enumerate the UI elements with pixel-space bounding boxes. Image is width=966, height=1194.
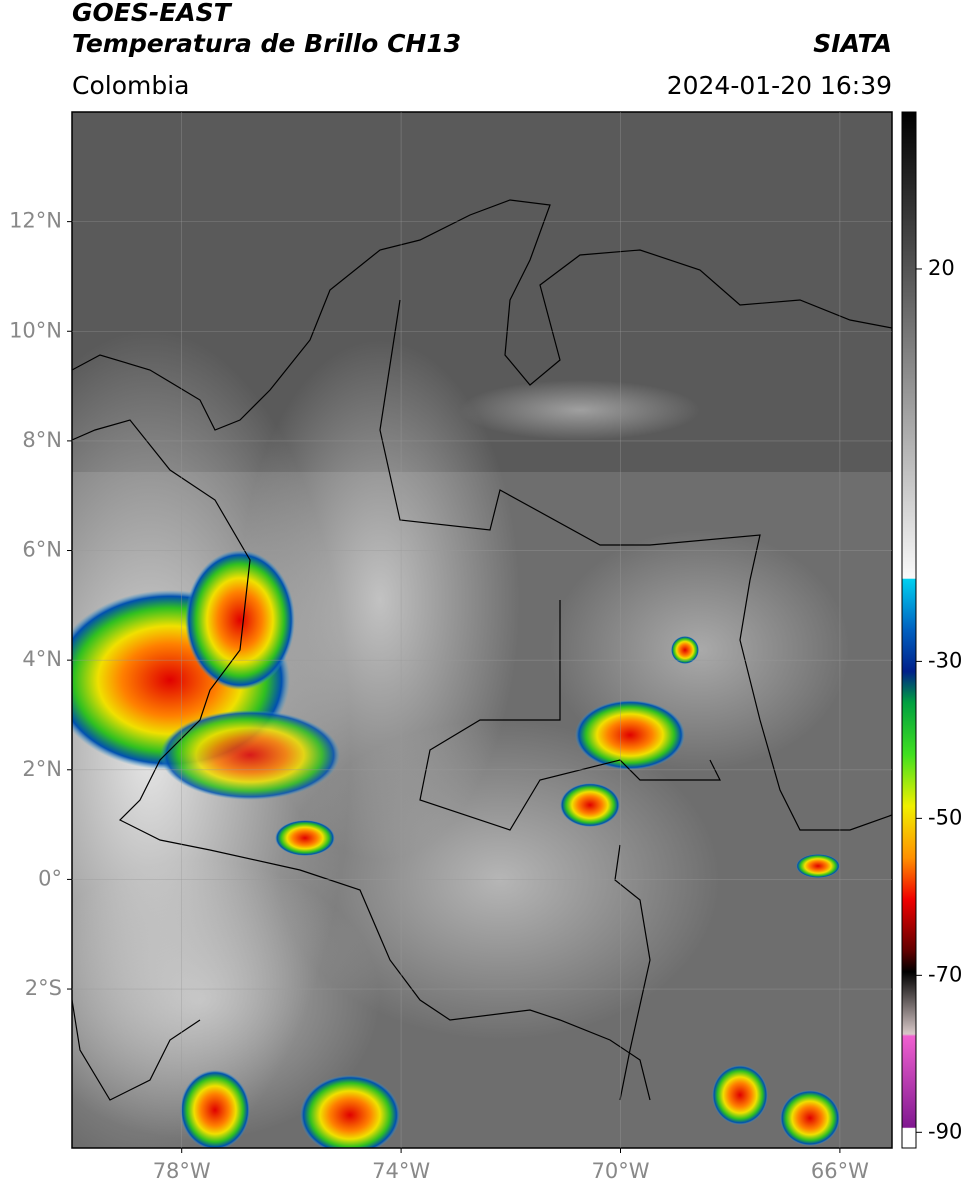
colorbar <box>901 111 917 1149</box>
colorbar-tick-label: -70 <box>928 962 962 986</box>
lat-tick-label: 2°S <box>25 976 62 1000</box>
lon-tick-label: 78°W <box>153 1159 211 1183</box>
lat-tick-label: 6°N <box>22 538 62 562</box>
title: GOES-EAST <box>72 0 233 27</box>
lat-tick-label: 2°N <box>22 757 62 781</box>
lon-tick-label: 66°W <box>811 1159 869 1183</box>
timestamp: 2024-01-20 16:39 <box>667 71 892 100</box>
colorbar-tick-label: -50 <box>928 805 962 829</box>
lon-tick-label: 74°W <box>372 1159 430 1183</box>
lat-tick-label: 12°N <box>9 209 62 233</box>
source: SIATA <box>813 29 892 58</box>
lat-tick-label: 10°N <box>9 318 62 342</box>
subtitle: Temperatura de Brillo CH13 <box>72 29 461 58</box>
colorbar-tick-label: -30 <box>928 648 962 672</box>
region: Colombia <box>72 71 189 100</box>
map-image <box>72 112 892 1148</box>
colorbar-tick-label: 20 <box>928 256 955 280</box>
lat-tick-label: 4°N <box>22 647 62 671</box>
lat-tick-label: 0° <box>38 866 62 890</box>
lon-tick-label: 70°W <box>591 1159 649 1183</box>
colorbar-tick-label: -90 <box>928 1119 962 1143</box>
lat-tick-label: 8°N <box>22 428 62 452</box>
map-frame <box>71 111 893 1149</box>
